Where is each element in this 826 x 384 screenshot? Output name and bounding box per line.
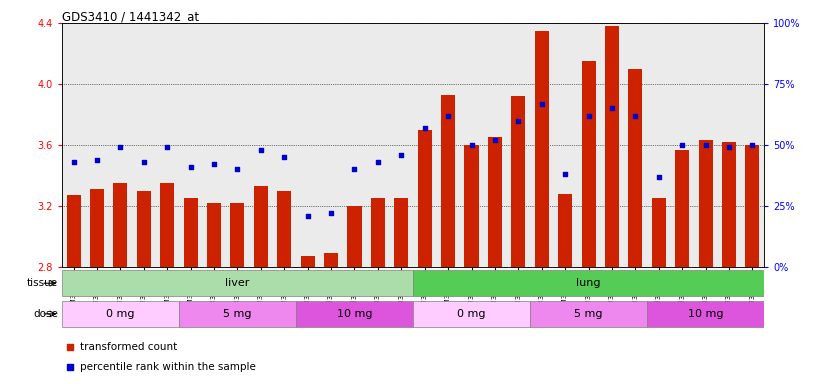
Point	[699, 142, 712, 148]
Bar	[301, 256, 315, 267]
Text: 5 mg: 5 mg	[574, 309, 603, 319]
Text: 10 mg: 10 mg	[688, 309, 724, 319]
Text: 5 mg: 5 mg	[223, 309, 252, 319]
Point	[629, 113, 642, 119]
Point	[535, 101, 548, 107]
Text: dose: dose	[33, 309, 58, 319]
Point	[676, 142, 689, 148]
Point	[441, 113, 454, 119]
Bar	[530, 301, 647, 327]
Bar	[745, 145, 759, 267]
Text: liver: liver	[225, 278, 249, 288]
Point	[64, 344, 77, 350]
Text: percentile rank within the sample: percentile rank within the sample	[79, 362, 255, 372]
Bar	[278, 191, 292, 267]
Text: transformed count: transformed count	[79, 342, 177, 352]
Point	[254, 147, 268, 153]
Bar	[230, 203, 244, 267]
Bar	[254, 186, 268, 267]
Point	[722, 144, 735, 151]
Point	[207, 161, 221, 167]
Point	[652, 174, 665, 180]
Point	[395, 152, 408, 158]
Bar	[207, 203, 221, 267]
Point	[184, 164, 197, 170]
Point	[372, 159, 385, 165]
Text: tissue: tissue	[26, 278, 58, 288]
Point	[465, 142, 478, 148]
Bar	[488, 137, 502, 267]
Point	[64, 364, 77, 370]
Point	[558, 171, 572, 177]
Bar	[67, 195, 81, 267]
Point	[582, 113, 595, 119]
Point	[488, 137, 501, 143]
Bar	[348, 206, 362, 267]
Bar	[722, 142, 736, 267]
Text: GDS3410 / 1441342_at: GDS3410 / 1441342_at	[62, 10, 199, 23]
Bar	[605, 26, 619, 267]
Point	[90, 157, 104, 163]
Bar	[418, 130, 432, 267]
Bar	[441, 95, 455, 267]
Point	[301, 213, 314, 219]
Point	[605, 105, 619, 111]
Bar	[582, 61, 596, 267]
Point	[278, 154, 291, 160]
Bar	[675, 149, 689, 267]
Bar	[179, 301, 296, 327]
Point	[230, 166, 244, 172]
Bar	[652, 198, 666, 267]
Point	[746, 142, 759, 148]
Bar	[511, 96, 525, 267]
Bar	[558, 194, 572, 267]
Point	[511, 118, 525, 124]
Point	[114, 144, 127, 151]
Bar	[534, 31, 548, 267]
Point	[348, 166, 361, 172]
Bar	[62, 301, 179, 327]
Point	[67, 159, 80, 165]
Bar	[113, 183, 127, 267]
Text: 10 mg: 10 mg	[337, 309, 373, 319]
Point	[325, 210, 338, 216]
Bar	[629, 69, 643, 267]
Bar	[413, 270, 764, 296]
Point	[418, 125, 431, 131]
Bar	[160, 183, 174, 267]
Point	[137, 159, 150, 165]
Bar	[371, 198, 385, 267]
Bar	[62, 270, 413, 296]
Bar	[413, 301, 530, 327]
Text: 0 mg: 0 mg	[107, 309, 135, 319]
Bar	[647, 301, 764, 327]
Bar	[90, 189, 104, 267]
Text: lung: lung	[577, 278, 601, 288]
Bar	[137, 191, 151, 267]
Bar	[464, 145, 478, 267]
Bar	[699, 141, 713, 267]
Text: 0 mg: 0 mg	[458, 309, 486, 319]
Point	[160, 144, 173, 151]
Bar	[183, 198, 197, 267]
Bar	[324, 253, 338, 267]
Bar	[394, 198, 408, 267]
Bar	[296, 301, 413, 327]
